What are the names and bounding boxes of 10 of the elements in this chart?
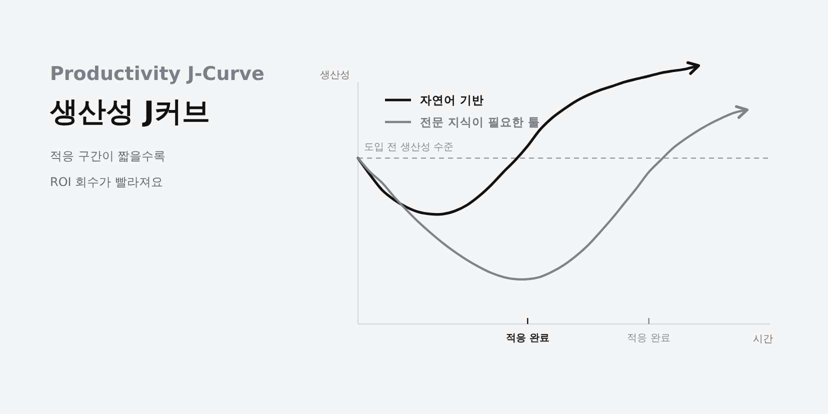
x-axis-title: 시간	[753, 334, 773, 345]
legend-label: 자연어 기반	[420, 93, 484, 107]
x-tick-label: 적응 완료	[506, 333, 550, 344]
text: 적응 구간이 짧을수록 ROI 회수가 빨라져요	[50, 149, 166, 189]
ref-line-label: 도입 전 생산성 수준	[364, 142, 454, 154]
legend-label: 전문 지식이 필요한 툴	[420, 115, 540, 129]
text: 생산성 J커브	[49, 95, 210, 128]
text: Productivity J-Curve	[50, 63, 264, 85]
y-axis-title: 생산성	[320, 70, 350, 81]
x-tick-label: 적응 완료	[627, 333, 670, 344]
